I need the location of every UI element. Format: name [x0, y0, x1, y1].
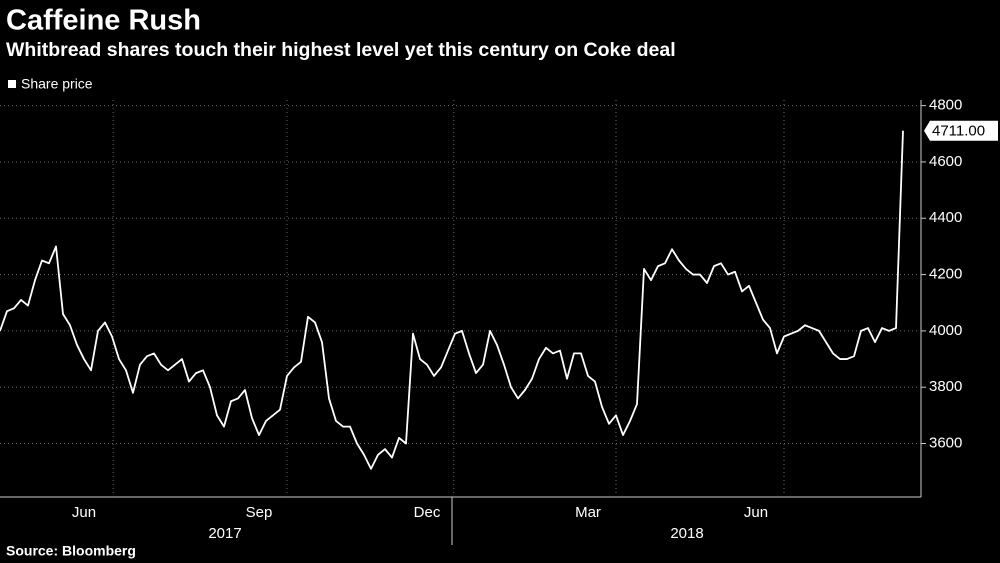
y-tick-label: 4400 [929, 209, 962, 226]
y-tick-label: 4000 [929, 322, 962, 339]
year-label: 2017 [208, 525, 241, 542]
source: Source: Bloomberg [6, 543, 136, 559]
last-value-label: 4711.00 [932, 123, 985, 140]
y-tick-label: 3600 [929, 434, 962, 451]
x-tick-label: Mar [575, 504, 601, 521]
y-tick-label: 4600 [929, 153, 962, 170]
year-label: 2018 [670, 525, 703, 542]
chart-title: Caffeine Rush [6, 5, 201, 37]
legend-label: Share price [21, 76, 93, 92]
x-tick-label: Dec [414, 504, 441, 521]
last-value-box [924, 120, 998, 141]
price-line [0, 130, 904, 470]
y-tick-label: 3800 [929, 378, 962, 395]
legend-swatch [8, 80, 16, 88]
x-tick-label: Jun [744, 504, 768, 521]
y-tick-label: 4200 [929, 266, 962, 283]
y-tick-label: 4800 [929, 97, 962, 114]
x-tick-label: Sep [246, 504, 273, 521]
x-tick-label: Jun [72, 504, 96, 521]
chart-subtitle: Whitbread shares touch their highest lev… [6, 39, 676, 61]
